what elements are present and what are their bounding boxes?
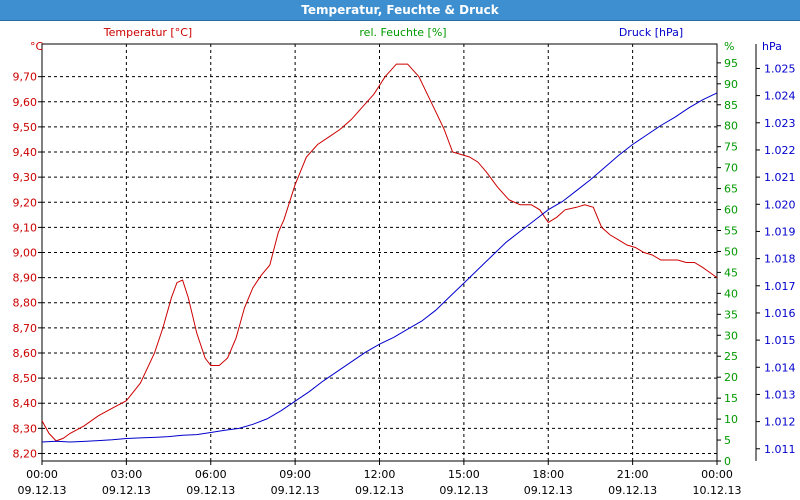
humidity-tick-label: 35: [724, 308, 738, 321]
temperature-tick-label: 8,90: [13, 272, 38, 285]
time-axis-ticks: 00:00 09.12.13 03:00 09.12.13 06:00 09.12.13 0…: [18, 461, 742, 497]
temperature-tick-label: 8,30: [13, 422, 38, 435]
x-tick-time: 15:00: [448, 468, 480, 481]
pressure-tick-label: 1.020: [764, 198, 796, 211]
temperature-tick-label: 8,60: [13, 347, 38, 360]
temperature-tick-label: 8,70: [13, 322, 38, 335]
pressure-tick-label: 1.021: [764, 171, 796, 184]
x-tick-time: 03:00: [111, 468, 143, 481]
series-lines: [41, 63, 718, 443]
temperature-tick-label: 9,30: [13, 171, 38, 184]
x-tick-date: 09.12.13: [524, 484, 573, 497]
humidity-axis-label: rel. Feuchte [%]: [359, 26, 446, 39]
pressure-tick-label: 1.017: [764, 280, 796, 293]
x-tick-date: 09.12.13: [271, 484, 320, 497]
x-tick-date: 09.12.13: [608, 484, 657, 497]
humidity-axis-ticks: 0 5 10 15 20 25 30 35 40 45 50 55 60 65 70 75 80 85 90 95: [717, 57, 738, 468]
temperature-tick-label: 8,80: [13, 297, 38, 310]
x-tick-date: 09.12.13: [102, 484, 151, 497]
humidity-tick-label: 5: [724, 434, 731, 447]
temperature-tick-label: 8,50: [13, 372, 38, 385]
humidity-tick-label: 40: [724, 287, 738, 300]
humidity-tick-label: 65: [724, 183, 738, 196]
temperature-tick-label: 9,10: [13, 221, 38, 234]
temperature-tick-label: 9,50: [13, 121, 38, 134]
x-tick-time: 00:00: [701, 468, 733, 481]
humidity-tick-label: 45: [724, 266, 738, 279]
humidity-unit-label: %: [724, 40, 734, 53]
temperature-unit-label: °C: [30, 40, 44, 53]
humidity-tick-label: 80: [724, 120, 738, 133]
pressure-tick-label: 1.014: [764, 361, 796, 374]
pressure-axis-label: Druck [hPa]: [619, 26, 683, 39]
x-tick-date: 09.12.13: [18, 484, 67, 497]
x-tick-time: 09:00: [279, 468, 311, 481]
temperature-axis-label: Temperatur [°C]: [103, 26, 192, 39]
humidity-tick-label: 15: [724, 392, 738, 405]
x-tick-date: 09.12.13: [439, 484, 488, 497]
temperature-line: [41, 63, 718, 442]
humidity-tick-label: 20: [724, 371, 738, 384]
humidity-tick-label: 25: [724, 350, 738, 363]
pressure-tick-label: 1.016: [764, 307, 796, 320]
humidity-tick-label: 95: [724, 57, 738, 70]
x-tick-time: 00:00: [26, 468, 58, 481]
pressure-axis-ticks: 1.011 1.012 1.013 1.014 1.015 1.016 1.017 1.018…: [755, 44, 796, 461]
pressure-tick-label: 1.023: [764, 117, 796, 130]
pressure-tick-label: 1.018: [764, 253, 796, 266]
x-tick-date: 10.12.13: [693, 484, 742, 497]
humidity-tick-label: 0: [724, 455, 731, 468]
temperature-tick-label: 9,20: [13, 196, 38, 209]
pressure-tick-label: 1.011: [764, 443, 796, 456]
temperature-tick-label: 9,70: [13, 71, 38, 84]
pressure-tick-label: 1.022: [764, 144, 796, 157]
humidity-tick-label: 70: [724, 162, 738, 175]
temperature-axis-ticks: 8,20 8,30 8,40 8,50 8,60 8,70 8,80 8,90 9,00 9,10…: [13, 71, 42, 460]
humidity-tick-label: 60: [724, 204, 738, 217]
pressure-tick-label: 1.012: [764, 416, 796, 429]
x-tick-time: 06:00: [195, 468, 227, 481]
temperature-tick-label: 8,20: [13, 447, 38, 460]
temperature-tick-label: 9,00: [13, 247, 38, 260]
pressure-line: [41, 92, 718, 443]
temperature-tick-label: 8,40: [13, 397, 38, 410]
humidity-tick-label: 30: [724, 329, 738, 342]
pressure-unit-label: hPa: [762, 40, 782, 53]
chart-title: Temperatur, Feuchte & Druck: [0, 0, 800, 21]
x-tick-time: 18:00: [532, 468, 564, 481]
x-tick-time: 12:00: [364, 468, 396, 481]
pressure-tick-label: 1.019: [764, 225, 796, 238]
humidity-tick-label: 90: [724, 78, 738, 91]
grid: [41, 43, 718, 462]
x-tick-date: 09.12.13: [355, 484, 404, 497]
x-tick-time: 21:00: [617, 468, 649, 481]
temperature-tick-label: 9,60: [13, 96, 38, 109]
pressure-tick-label: 1.024: [764, 90, 796, 103]
humidity-tick-label: 10: [724, 413, 738, 426]
humidity-tick-label: 75: [724, 141, 738, 154]
pressure-tick-label: 1.013: [764, 388, 796, 401]
pressure-tick-label: 1.015: [764, 334, 796, 347]
humidity-tick-label: 85: [724, 99, 738, 112]
pressure-tick-label: 1.025: [764, 62, 796, 75]
humidity-tick-label: 55: [724, 224, 738, 237]
temperature-tick-label: 9,40: [13, 146, 38, 159]
x-tick-date: 09.12.13: [186, 484, 235, 497]
humidity-tick-label: 50: [724, 245, 738, 258]
